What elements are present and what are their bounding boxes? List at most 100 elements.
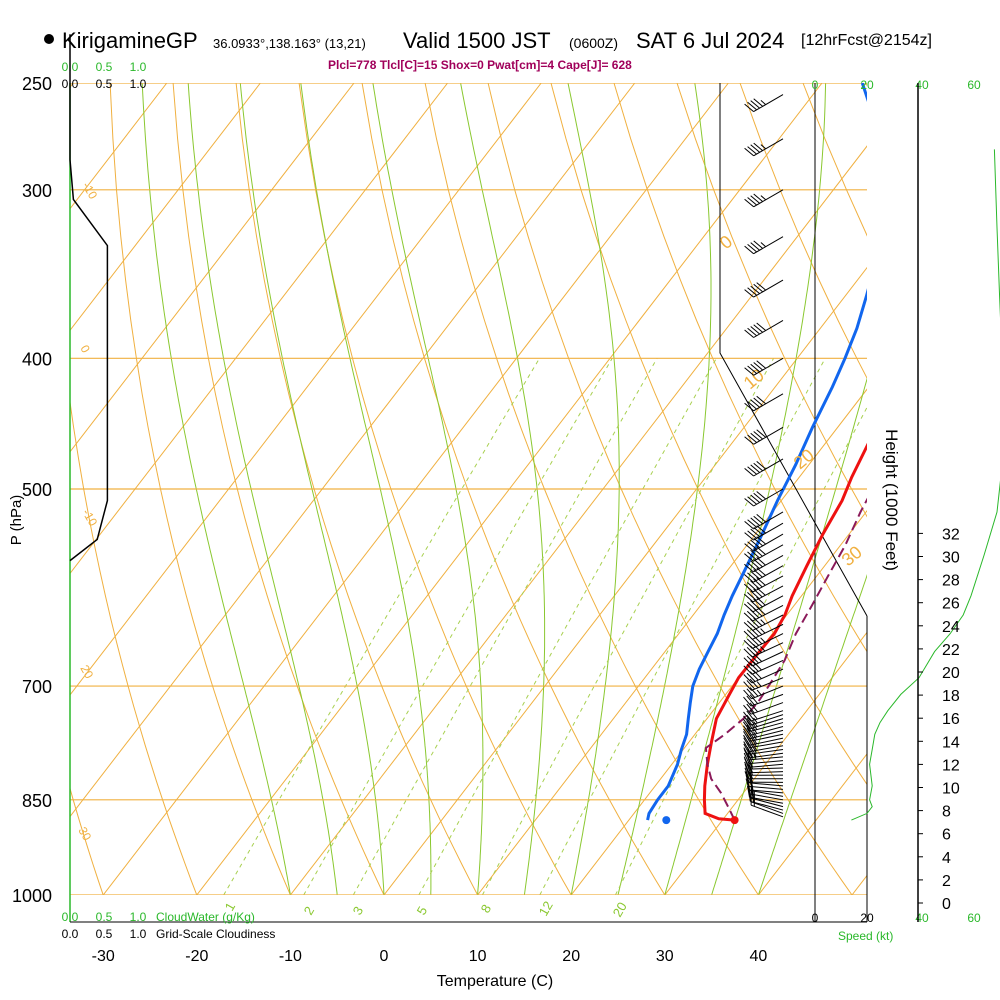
wind-barb-staff <box>749 737 784 746</box>
moist-adiabat-line <box>372 83 484 895</box>
mixing-ratio-line <box>481 358 775 895</box>
wind-barb <box>744 138 784 157</box>
wind-barb-flag <box>743 657 753 667</box>
wind-barb-flag <box>753 193 763 202</box>
wind-barb-flag <box>753 397 763 406</box>
wind-barb-flag <box>744 771 750 783</box>
wind-barb <box>742 720 784 732</box>
wind-barb-staff <box>753 138 784 157</box>
wind-barb-flag <box>747 519 757 528</box>
mixing-ratio-label: 5 <box>414 904 431 918</box>
wind-barb-flag <box>750 570 760 580</box>
wind-barb-flag <box>744 767 750 779</box>
wind-barb-flag <box>746 672 756 682</box>
wind-barb-half-flag <box>760 144 767 150</box>
valid-zulu: (0600Z) <box>569 35 619 51</box>
cloud-water-label: CloudWater (g/Kg) <box>156 910 255 924</box>
wind-barb-flag <box>756 461 767 470</box>
wind-barb-flag <box>750 464 760 473</box>
moist-adiabat-line <box>141 83 291 895</box>
cloudiness-bottom-tick: 1.0 <box>130 927 147 941</box>
wind-barb-half-flag <box>752 744 757 751</box>
x-tick-label: 40 <box>750 948 768 965</box>
wind-barb-flag <box>753 462 763 472</box>
wind-barb-flag <box>749 694 758 704</box>
wind-barb-flag <box>750 528 760 537</box>
mixing-ratio-label: 20 <box>610 899 630 919</box>
wind-barb-staff <box>753 320 784 338</box>
height-tick-label: 30 <box>942 550 960 567</box>
wind-barb-flag <box>744 289 754 298</box>
wind-barb-flag <box>743 681 752 691</box>
wind-barb-staff <box>749 796 784 804</box>
wind-barb-flag <box>744 764 750 776</box>
wind-barb-staff <box>752 585 784 603</box>
wind-barb-staff <box>753 393 784 412</box>
wind-barb-staff <box>748 767 784 770</box>
wind-barb-flag <box>743 603 754 613</box>
wind-barb-flag <box>744 498 754 507</box>
sounding-parameters: Plcl=778 Tlcl[C]=15 Shox=0 Pwat[cm]=4 Ca… <box>328 58 632 72</box>
isotherm-line <box>851 874 867 895</box>
wind-barb-half-flag <box>760 637 766 643</box>
wind-barb-flag <box>750 539 760 548</box>
cloudiness-top-tick: 1.0 <box>130 77 147 91</box>
wind-barb-flag <box>744 521 754 530</box>
wind-barb <box>742 724 784 736</box>
wind-barb-staff <box>749 785 784 790</box>
wind-barb-flag <box>756 596 766 606</box>
parcel-line <box>704 497 867 821</box>
wind-barb-half-flag <box>760 628 766 634</box>
wind-barb-flag <box>747 244 757 253</box>
height-tick-label: 28 <box>942 573 960 590</box>
wind-barb-staff <box>749 756 784 761</box>
wind-barb-flag <box>743 756 750 768</box>
wind-barb-staff <box>749 745 784 753</box>
station-coords: 36.0933°,138.163° (13,21) <box>213 36 366 51</box>
moist-adiabat-label: 0 <box>716 231 737 253</box>
valid-date: SAT 6 Jul 2024 <box>636 28 785 53</box>
cloudiness-top-tick: 0.5 <box>96 77 113 91</box>
wind-barb-flag <box>749 687 759 697</box>
dry-adiabat-line <box>676 83 867 518</box>
wind-speed-bottom-tick: 60 <box>967 911 981 925</box>
wind-barb <box>743 605 784 622</box>
wind-barb-flag <box>753 240 763 249</box>
isotherm-line <box>758 753 867 895</box>
height-tick-label: 24 <box>942 619 960 636</box>
wind-barb-staff <box>749 760 784 765</box>
wind-barb-staff <box>753 458 784 477</box>
wind-barb-flag <box>743 747 750 759</box>
wind-barb-flag <box>756 546 766 555</box>
wind-barb-staff <box>753 189 784 208</box>
wind-barb-flag <box>743 749 750 761</box>
station-name: KirigamineGP <box>62 28 198 53</box>
wind-barb-flag <box>743 696 752 707</box>
wind-barb <box>744 279 784 298</box>
wind-barb-flag <box>743 630 753 640</box>
x-tick-label: -10 <box>279 948 302 965</box>
mixing-ratio-label: 3 <box>350 904 367 918</box>
wind-barb <box>743 677 784 691</box>
wind-barb-staff <box>750 718 784 730</box>
wind-barb <box>744 767 784 780</box>
wind-barb <box>743 575 784 593</box>
wind-barb <box>744 458 784 477</box>
wind-barb-half-flag <box>760 242 767 248</box>
wind-speed-bottom-tick: 0 <box>812 911 819 925</box>
wind-speed-profile-line <box>851 149 1000 821</box>
chart-header: KirigamineGP 36.0933°,138.163° (13,21) V… <box>0 0 1000 60</box>
wind-barb-flag <box>753 661 762 671</box>
wind-barb-half-flag <box>760 619 766 625</box>
dry-adiabat-line <box>0 83 10 895</box>
wind-barb-staff <box>750 714 784 726</box>
wind-barb-staff <box>751 642 784 658</box>
wind-barb-flag <box>750 549 760 559</box>
height-tick-label: 22 <box>942 642 960 659</box>
dry-adiabat-line <box>424 83 759 895</box>
height-tick-label: 14 <box>942 734 960 751</box>
wind-barb-staff <box>751 685 784 700</box>
mixing-ratio-line <box>418 358 717 895</box>
wind-barb-flag <box>743 674 753 684</box>
wind-barb-staff <box>749 789 784 794</box>
